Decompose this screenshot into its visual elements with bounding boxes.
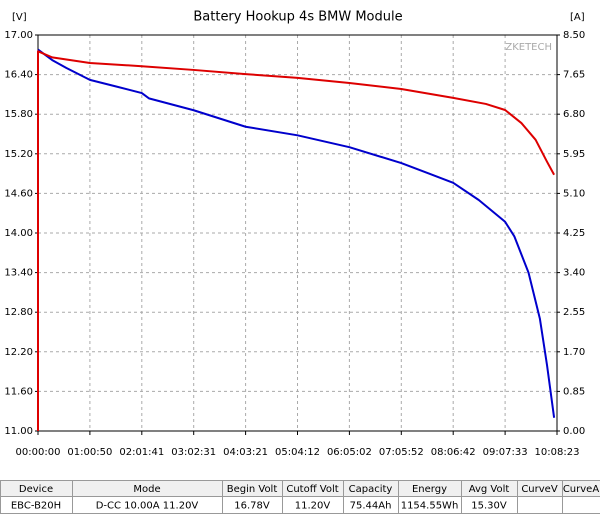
y2-tick-label: 5.10 [563,188,585,199]
x-tick-label: 03:02:31 [171,447,216,458]
y-tick-label: 12.80 [4,307,33,318]
x-tick-label: 08:06:42 [431,447,476,458]
y2-tick-label: 2.55 [563,307,585,318]
table-header: Capacity [349,484,393,495]
table-header: Begin Volt [227,484,278,495]
y-tick-label: 14.00 [4,228,33,239]
series-line [37,50,555,431]
y-tick-label: 11.00 [4,426,33,437]
series-line [37,48,556,418]
table-header: CurveA [563,484,600,495]
y-tick-label: 11.60 [4,386,33,397]
x-tick-label: 00:00:00 [16,447,61,458]
y-tick-label: 12.20 [4,347,33,358]
table-cell-text: 15.30V [471,501,507,512]
table-cell-text: EBC-B20H [11,501,61,512]
y-tick-label: 15.80 [4,109,33,120]
y-tick-label: 16.40 [4,70,33,81]
table-header: Energy [412,484,447,495]
table-cell-text: 1154.55Wh [401,501,459,512]
x-tick-label: 01:00:50 [67,447,112,458]
x-tick-label: 02:01:41 [119,447,164,458]
curve-color-swatch [562,496,600,514]
chart-title: Battery Hookup 4s BMW Module [193,10,402,25]
x-tick-label: 10:08:23 [535,447,580,458]
y-tick-label: 17.00 [4,30,33,41]
y-tick-label: 13.40 [4,268,33,279]
x-tick-label: 06:05:02 [327,447,372,458]
y-tick-label: 15.20 [4,149,33,160]
table-header: Cutoff Volt [286,484,338,495]
y2-tick-label: 3.40 [563,268,585,279]
table-cell-text: D-CC 10.00A 11.20V [96,501,199,512]
table-header: Mode [133,484,160,495]
table-header: Avg Volt [469,484,510,495]
y2-tick-label: 0.85 [563,386,585,397]
table-header: Device [19,484,53,495]
y-tick-label: 14.60 [4,188,33,199]
x-tick-label: 07:05:52 [379,447,424,458]
x-tick-label: 09:07:33 [483,447,528,458]
table-cell-text: 75.44Ah [350,501,392,512]
y2-tick-label: 1.70 [563,347,585,358]
x-tick-label: 04:03:21 [223,447,268,458]
y-axis-unit: [V] [12,12,27,23]
table-header: CurveV [521,484,558,495]
table-cell-text: 11.20V [295,501,331,512]
curve-color-swatch [517,496,563,514]
y2-axis-unit: [A] [570,12,585,23]
y2-tick-label: 5.95 [563,149,585,160]
y2-tick-label: 6.80 [563,109,585,120]
y2-tick-label: 8.50 [563,30,585,41]
y2-tick-label: 7.65 [563,70,585,81]
y2-tick-label: 0.00 [563,426,585,437]
y2-tick-label: 4.25 [563,228,585,239]
table-cell-text: 16.78V [234,501,270,512]
x-tick-label: 05:04:12 [275,447,320,458]
watermark: ZKETECH [505,42,552,53]
